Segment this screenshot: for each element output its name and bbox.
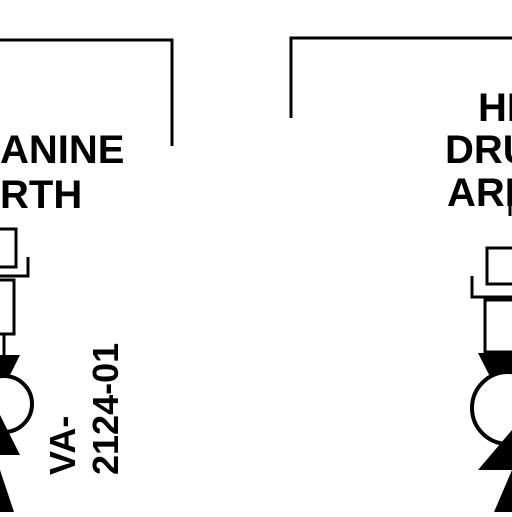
right-valve-bottom-wedge — [494, 470, 512, 512]
right-area-bracket — [289, 36, 512, 118]
valve-tag-line1: VA- — [42, 416, 83, 475]
right-label-line2: DRU — [445, 128, 512, 172]
left-valve-tag: VA- 2124-01 — [42, 343, 126, 475]
right-label-line1: HI — [478, 86, 512, 130]
left-body-box — [0, 278, 16, 336]
left-label-line1: ANINE — [0, 128, 124, 172]
left-valve-bottom-wedge — [0, 470, 14, 512]
right-actuator-box — [485, 246, 512, 286]
right-label-line3: ARI — [447, 171, 512, 215]
left-assembly — [0, 38, 174, 358]
left-area-bracket — [0, 38, 174, 146]
right-actuator-bracket — [470, 276, 512, 299]
right-body-box — [483, 298, 512, 354]
valve-tag-line2: 2124-01 — [85, 343, 126, 475]
left-valve-lower-wedge — [0, 415, 20, 455]
right-valve-lower-wedge — [478, 430, 512, 470]
left-actuator-box — [0, 227, 18, 269]
left-label-line2: RTH — [0, 173, 82, 217]
left-actuator-bracket — [0, 257, 30, 278]
